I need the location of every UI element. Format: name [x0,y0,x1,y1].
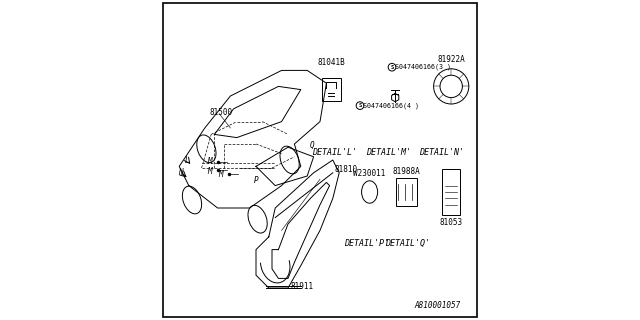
FancyBboxPatch shape [322,78,341,101]
FancyBboxPatch shape [442,169,460,215]
Text: W230011: W230011 [353,169,386,178]
FancyBboxPatch shape [396,178,417,206]
Text: S: S [358,103,362,108]
Text: A810001057: A810001057 [415,301,461,310]
Text: 81041B: 81041B [317,58,345,67]
Text: N: N [179,168,183,177]
Text: 81053: 81053 [440,218,463,227]
Text: M: M [207,157,212,166]
Text: M: M [218,170,223,179]
Text: 81810: 81810 [334,165,358,174]
Text: S: S [390,65,394,70]
Text: P: P [253,176,259,185]
Text: 81922A: 81922A [437,55,465,64]
Text: S047406166(3 ): S047406166(3 ) [396,64,451,70]
Text: DETAIL'M': DETAIL'M' [366,148,412,156]
Text: 81911: 81911 [291,282,314,291]
Text: DETAIL'P': DETAIL'P' [344,239,389,248]
Text: S047406166(4 ): S047406166(4 ) [364,102,419,109]
Text: M: M [207,167,212,176]
Text: DETAIL'N': DETAIL'N' [419,148,464,156]
Text: L: L [185,156,189,164]
Text: Q: Q [310,141,314,150]
Text: DETAIL'L': DETAIL'L' [312,148,357,156]
Text: 81500: 81500 [210,108,233,116]
Text: DETAIL'Q': DETAIL'Q' [385,239,431,248]
Text: 81988A: 81988A [392,167,420,176]
